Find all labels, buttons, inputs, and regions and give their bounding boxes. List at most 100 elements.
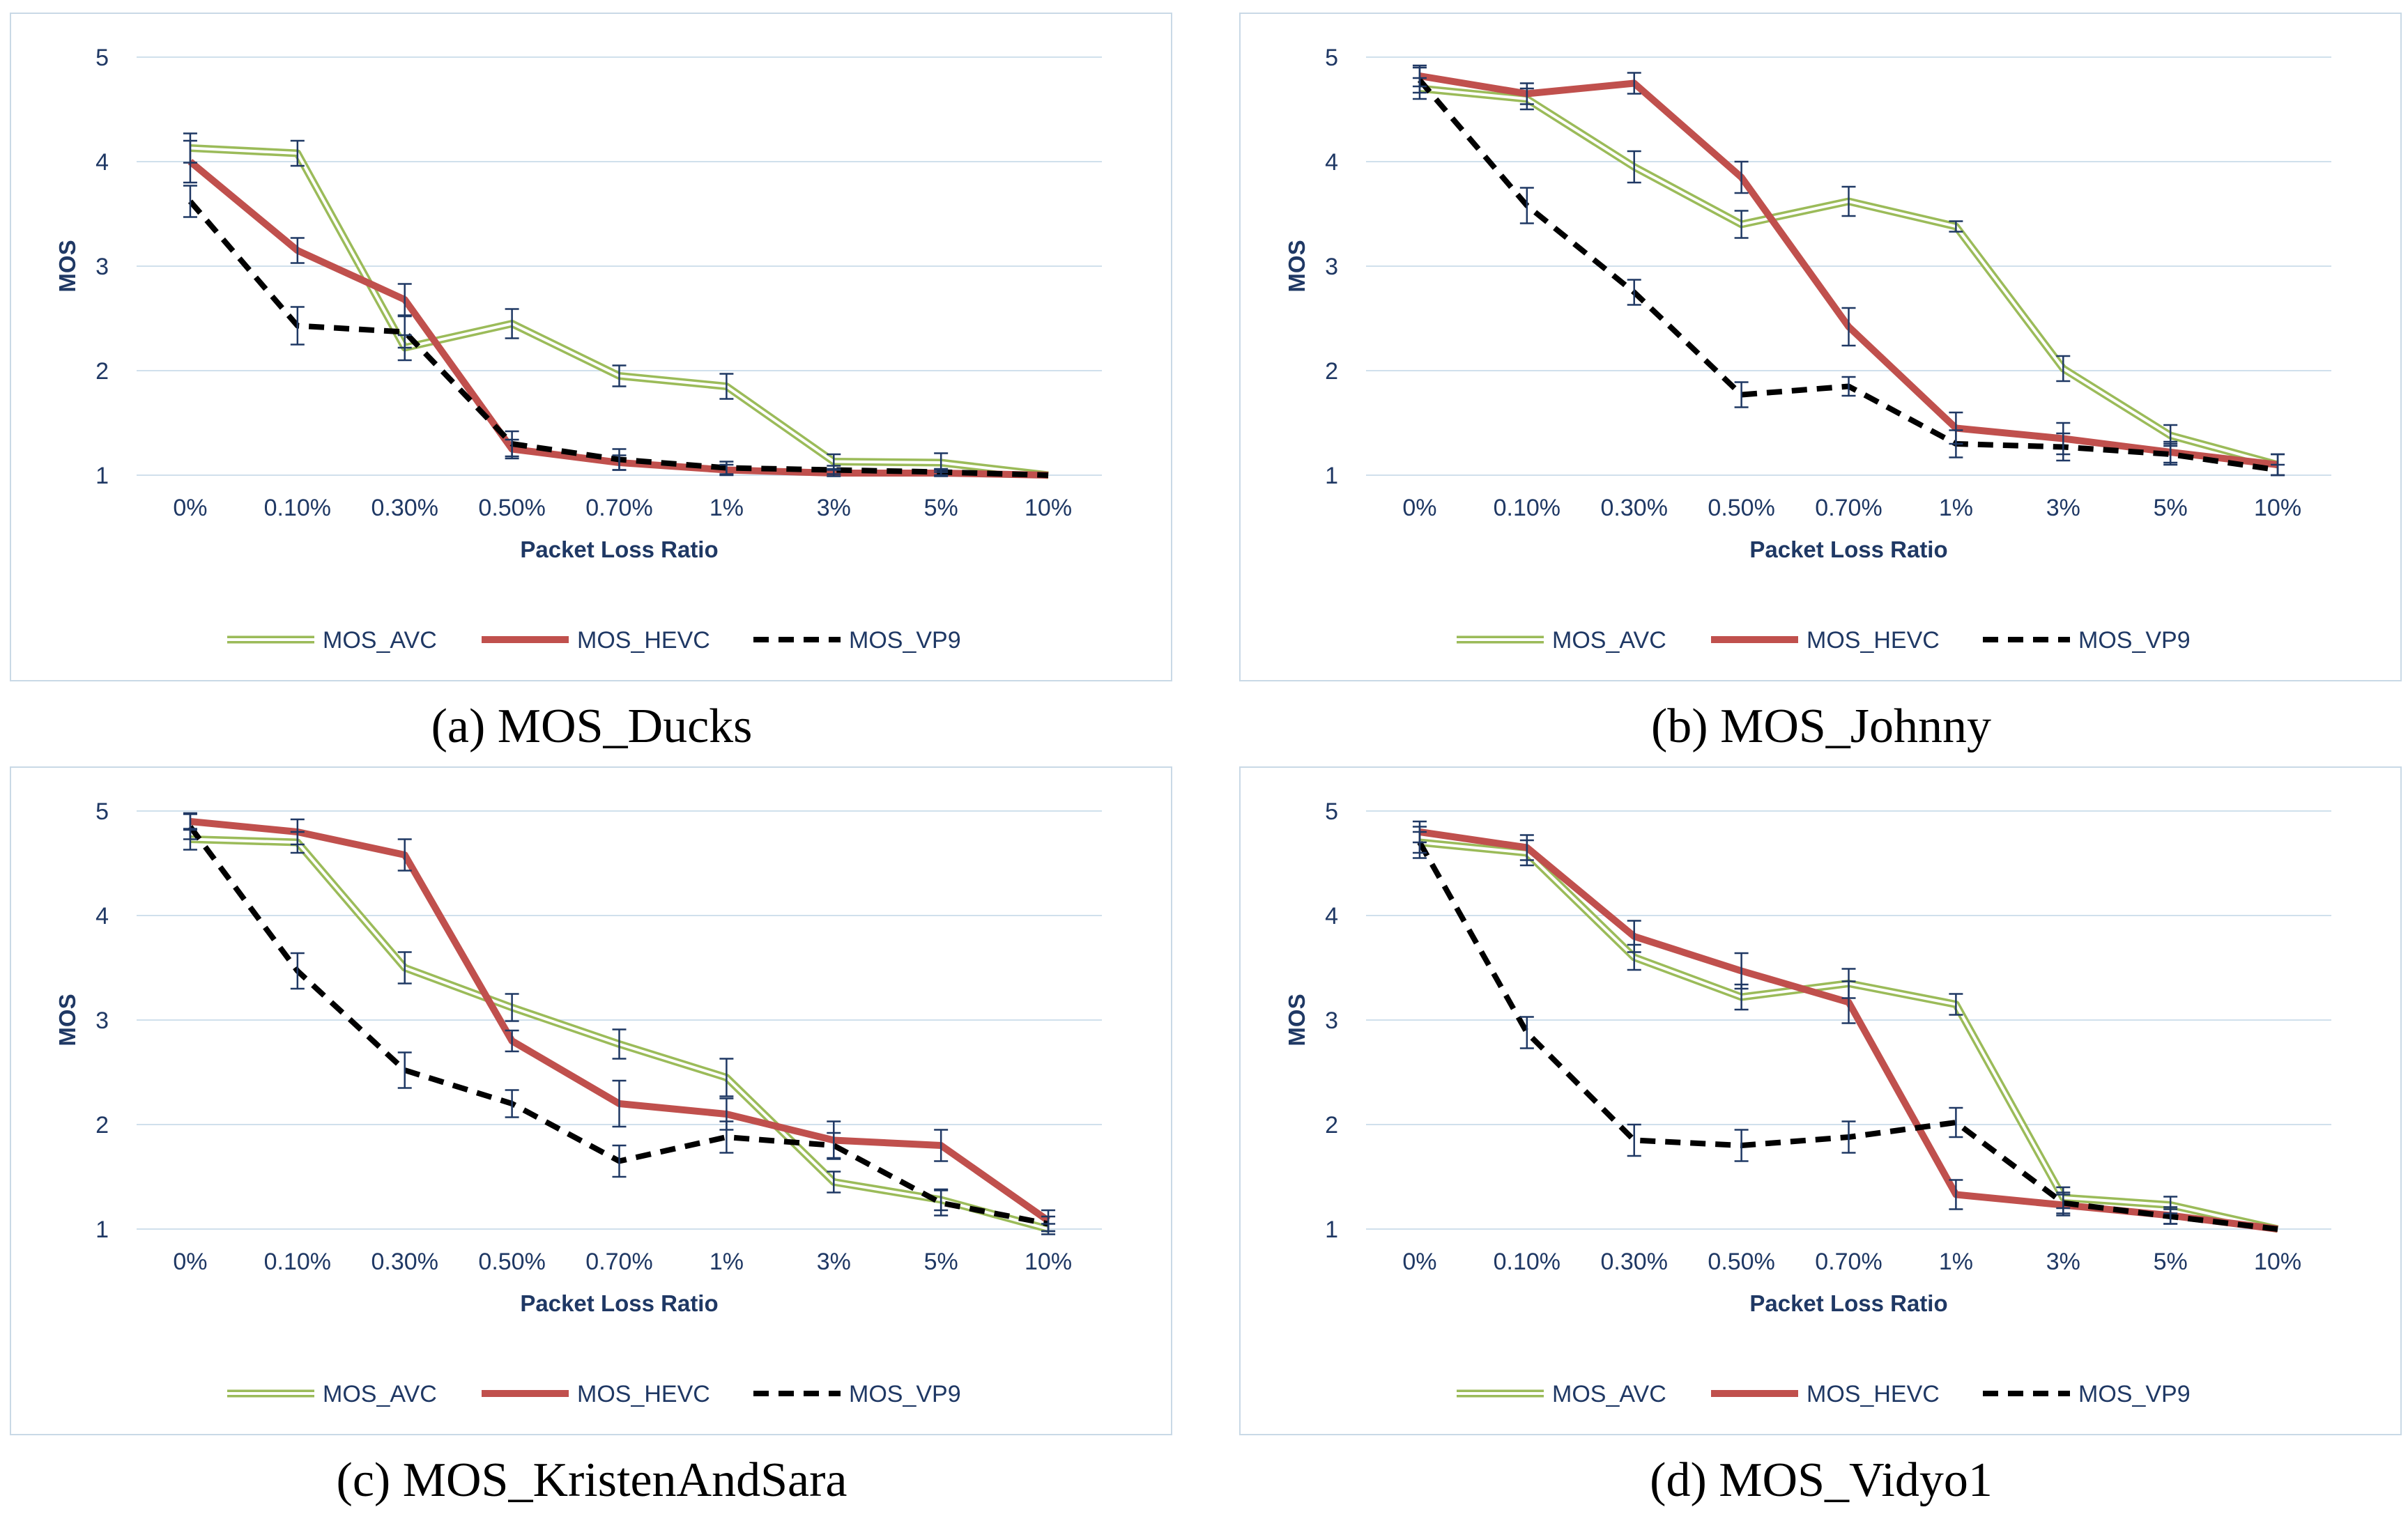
- y-tick-label: 3: [1325, 1007, 1338, 1034]
- y-tick-label: 5: [1325, 798, 1338, 825]
- x-tick-label: 0.30%: [1601, 1249, 1668, 1275]
- y-tick-label: 1: [1325, 463, 1338, 489]
- x-tick-label: 0.10%: [264, 1249, 331, 1275]
- y-tick-label: 2: [1325, 1112, 1338, 1138]
- y-tick-label: 4: [95, 903, 109, 929]
- y-axis-title: MOS: [54, 240, 80, 292]
- x-tick-label: 10%: [1025, 495, 1072, 521]
- x-tick-label: 5%: [2154, 495, 2188, 521]
- x-tick-label: 0.70%: [1815, 495, 1882, 521]
- line-chart-johnny: 1 2 3 4 5 0% 0.10% 0.30% 0.50% 0.70% 1% 3% 5% 10% Pack…: [1284, 45, 2331, 654]
- legend-item: MOS_VP9: [1983, 1381, 2191, 1407]
- series-line-vp9: [187, 199, 1049, 478]
- legend-item: MOS_HEVC: [482, 1381, 710, 1407]
- y-tick-label: 5: [1325, 45, 1338, 71]
- legend-label: MOS_HEVC: [1807, 1381, 1940, 1407]
- y-tick-label: 2: [95, 1112, 109, 1138]
- x-tick-label: 3%: [817, 495, 851, 521]
- x-tick-label: 0.50%: [1708, 1249, 1774, 1275]
- x-tick-label: 0.70%: [1815, 1249, 1882, 1275]
- legend-item: MOS_VP9: [753, 627, 961, 654]
- x-tick-label: 0.30%: [371, 1249, 438, 1275]
- legend-item: MOS_AVC: [227, 1381, 437, 1407]
- x-tick-label: 10%: [1025, 1249, 1072, 1275]
- legend-item: MOS_VP9: [1983, 627, 2191, 654]
- x-tick-label: 0.70%: [585, 1249, 652, 1275]
- chart-panel-a: 1 2 3 4 5 0% 0.10% 0.30% 0.50% 0.70% 1% 3% 5% 10% Pack…: [10, 13, 1174, 758]
- y-tick-label: 2: [1325, 358, 1338, 385]
- y-tick-label: 1: [1325, 1217, 1338, 1243]
- legend-label: MOS_VP9: [849, 1381, 961, 1407]
- legend-label: MOS_AVC: [1552, 1381, 1666, 1407]
- y-tick-label: 4: [1325, 903, 1338, 929]
- x-tick-label: 3%: [817, 1249, 851, 1275]
- series-line-avc: [1419, 838, 2279, 1233]
- chart-frame: 1 2 3 4 5 0% 0.10% 0.30% 0.50% 0.70% 1% 3% 5% 10% Pack…: [1239, 13, 2402, 681]
- y-tick-label: 3: [95, 254, 109, 280]
- series-line-avc-inner: [1419, 841, 2278, 1230]
- x-tick-label: 0.30%: [1601, 495, 1668, 521]
- chart-panel-c: 1 2 3 4 5 0% 0.10% 0.30% 0.50% 0.70% 1% 3% 5% 10% Pack…: [10, 766, 1174, 1512]
- chart-frame: 1 2 3 4 5 0% 0.10% 0.30% 0.50% 0.70% 1% 3% 5% 10% Pack…: [10, 13, 1172, 681]
- x-tick-label: 0.10%: [1494, 1249, 1560, 1275]
- series-line-hevc: [187, 159, 1049, 479]
- series-line-hevc: [1419, 828, 2278, 1233]
- series-line-vp9: [1417, 841, 2278, 1232]
- x-tick-label: 5%: [924, 1249, 958, 1275]
- x-tick-label: 5%: [2154, 1249, 2188, 1275]
- y-tick-label: 5: [95, 45, 109, 71]
- chart-caption: (d) MOS_Vidyo1: [1650, 1453, 1993, 1507]
- legend-label: MOS_AVC: [1552, 627, 1666, 654]
- legend-item: MOS_AVC: [1457, 1381, 1666, 1407]
- legend-item: MOS_VP9: [753, 1381, 961, 1407]
- x-tick-label: 0%: [173, 1249, 207, 1275]
- y-tick-label: 4: [1325, 149, 1338, 176]
- x-tick-label: 3%: [2046, 495, 2080, 521]
- x-tick-label: 1%: [1939, 495, 1973, 521]
- legend-item: MOS_AVC: [1457, 627, 1666, 654]
- x-tick-label: 5%: [924, 495, 958, 521]
- y-axis-title: MOS: [54, 994, 80, 1046]
- line-chart-ducks: 1 2 3 4 5 0% 0.10% 0.30% 0.50% 0.70% 1% 3% 5% 10% Pack…: [54, 45, 1102, 654]
- legend-label: MOS_HEVC: [1807, 627, 1940, 654]
- line-chart-vidyo1: 1 2 3 4 5 0% 0.10% 0.30% 0.50% 0.70% 1% 3% 5% 10% Pack…: [1284, 798, 2331, 1407]
- legend-label: MOS_VP9: [2078, 1381, 2191, 1407]
- x-tick-label: 10%: [2254, 495, 2301, 521]
- y-axis-title: MOS: [1284, 240, 1310, 292]
- legend-label: MOS_AVC: [323, 627, 437, 654]
- x-tick-label: 3%: [2046, 1249, 2080, 1275]
- chart-panel-b: 1 2 3 4 5 0% 0.10% 0.30% 0.50% 0.70% 1% 3% 5% 10% Pack…: [1239, 13, 2403, 758]
- chart-frame: 1 2 3 4 5 0% 0.10% 0.30% 0.50% 0.70% 1% 3% 5% 10% Pack…: [10, 766, 1172, 1435]
- y-axis-title: MOS: [1284, 994, 1310, 1046]
- series-line-hevc: [1419, 72, 2278, 468]
- legend-label: MOS_HEVC: [577, 1381, 710, 1407]
- x-tick-label: 0%: [1402, 495, 1436, 521]
- x-tick-label: 0.10%: [1494, 495, 1560, 521]
- legend-item: MOS_HEVC: [482, 627, 710, 654]
- x-tick-label: 1%: [710, 495, 744, 521]
- x-axis-title: Packet Loss Ratio: [1749, 536, 1947, 562]
- y-tick-label: 3: [1325, 254, 1338, 280]
- chart-frame: 1 2 3 4 5 0% 0.10% 0.30% 0.50% 0.70% 1% 3% 5% 10% Pack…: [1239, 766, 2402, 1435]
- x-tick-label: 0.70%: [585, 495, 652, 521]
- x-tick-label: 0%: [173, 495, 207, 521]
- series-line-vp9: [1417, 78, 2278, 473]
- y-tick-label: 4: [95, 149, 109, 176]
- legend-label: MOS_AVC: [323, 1381, 437, 1407]
- chart-panel-d: 1 2 3 4 5 0% 0.10% 0.30% 0.50% 0.70% 1% 3% 5% 10% Pack…: [1239, 766, 2403, 1512]
- x-axis-title: Packet Loss Ratio: [1749, 1290, 1947, 1316]
- x-tick-label: 0.30%: [371, 495, 438, 521]
- x-tick-label: 1%: [1939, 1249, 1973, 1275]
- series-line-avc-inner: [1419, 87, 2278, 466]
- legend-item: MOS_HEVC: [1711, 1381, 1940, 1407]
- y-tick-label: 2: [95, 358, 109, 385]
- y-tick-label: 3: [95, 1007, 109, 1034]
- y-tick-label: 1: [95, 463, 109, 489]
- x-axis-title: Packet Loss Ratio: [520, 1290, 718, 1316]
- x-axis-title: Packet Loss Ratio: [520, 536, 718, 562]
- x-tick-label: 0%: [1402, 1249, 1436, 1275]
- legend-item: MOS_HEVC: [1711, 627, 1940, 654]
- x-tick-label: 10%: [2254, 1249, 2301, 1275]
- line-chart-kristen-and-sara: 1 2 3 4 5 0% 0.10% 0.30% 0.50% 0.70% 1% 3% 5% 10% Pack…: [54, 798, 1102, 1407]
- y-tick-label: 5: [95, 798, 109, 825]
